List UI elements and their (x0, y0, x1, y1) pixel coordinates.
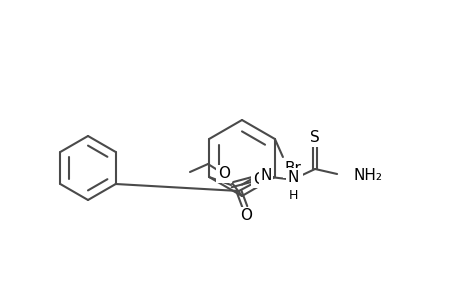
Text: S: S (309, 130, 319, 146)
Text: H: H (288, 189, 297, 202)
Text: O: O (240, 208, 252, 224)
Text: N: N (287, 169, 298, 184)
Text: O: O (252, 172, 264, 187)
Text: NH₂: NH₂ (353, 167, 381, 182)
Text: Br: Br (284, 161, 301, 176)
Text: O: O (218, 167, 230, 182)
Text: N: N (260, 169, 271, 184)
